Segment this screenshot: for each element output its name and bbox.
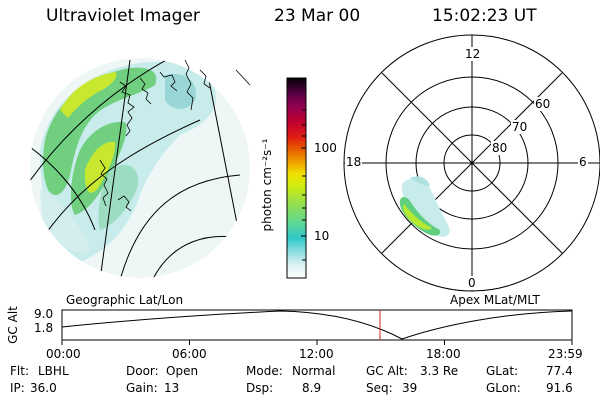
info-label: Mode: — [246, 364, 283, 378]
mlat-label-70: 70 — [511, 120, 529, 134]
info-label: GLat: — [486, 364, 519, 378]
time-label: 15:02:23 UT — [432, 6, 537, 26]
info-value: 77.4 — [546, 364, 573, 378]
mlt-label-18: 18 — [345, 155, 363, 169]
geographic-overlay-lines — [184, 59, 251, 111]
colorbar — [286, 77, 307, 279]
altitude-ytick-9: 9.0 — [34, 307, 54, 321]
altitude-curve — [61, 310, 573, 340]
info-value: 39 — [402, 381, 418, 395]
altitude-ylabel: GC Alt — [5, 306, 20, 344]
info-label: GLon: — [486, 381, 521, 395]
colorbar-ticks — [301, 109, 306, 261]
x-tick-label: 06:00 — [172, 347, 207, 361]
x-tick-label: 12:00 — [299, 347, 334, 361]
apex-polar-plot — [343, 34, 600, 292]
colorbar-tick-100: 100 — [314, 141, 337, 155]
x-tick-label: 23:59 — [548, 347, 583, 361]
info-label: GC Alt: — [366, 364, 408, 378]
x-tick-label: 18:00 — [426, 347, 461, 361]
info-label: Dsp: — [246, 381, 274, 395]
info-value: 8.9 — [302, 381, 322, 395]
colorbar-unit-label: photon cm⁻²s⁻¹ — [260, 138, 274, 232]
geographic-image — [30, 58, 250, 278]
x-tick-label: 00:00 — [46, 347, 81, 361]
altitude-x-ticks — [61, 340, 573, 345]
apex-auroral-oval — [399, 176, 450, 237]
apex-panel-label: Apex MLat/MLT — [450, 293, 540, 307]
info-value: Open — [166, 364, 199, 378]
colorbar-tick-10: 10 — [314, 229, 330, 243]
geographic-panel-label: Geographic Lat/Lon — [66, 293, 184, 307]
info-label: Door: — [126, 364, 159, 378]
mlat-label-80: 80 — [491, 141, 509, 155]
instrument-title: Ultraviolet Imager — [46, 6, 200, 26]
info-value: 36.0 — [30, 381, 57, 395]
mlt-label-12: 12 — [464, 47, 482, 61]
info-value: LBHL — [38, 364, 69, 378]
date-label: 23 Mar 00 — [274, 6, 361, 26]
info-value: 13 — [164, 381, 180, 395]
info-value: Normal — [292, 364, 336, 378]
mlt-label-6: 6 — [578, 155, 588, 169]
info-label: Gain: — [126, 381, 158, 395]
info-label: Seq: — [366, 381, 393, 395]
info-label: IP: — [10, 381, 25, 395]
altitude-ytick-1-8: 1.8 — [34, 321, 54, 335]
mlat-label-60: 60 — [534, 97, 552, 111]
info-value: 3.3 Re — [420, 364, 459, 378]
mlt-label-0: 0 — [467, 276, 477, 290]
info-value: 91.6 — [546, 381, 573, 395]
altitude-plot-frame — [61, 309, 573, 341]
info-label: Flt: — [10, 364, 29, 378]
